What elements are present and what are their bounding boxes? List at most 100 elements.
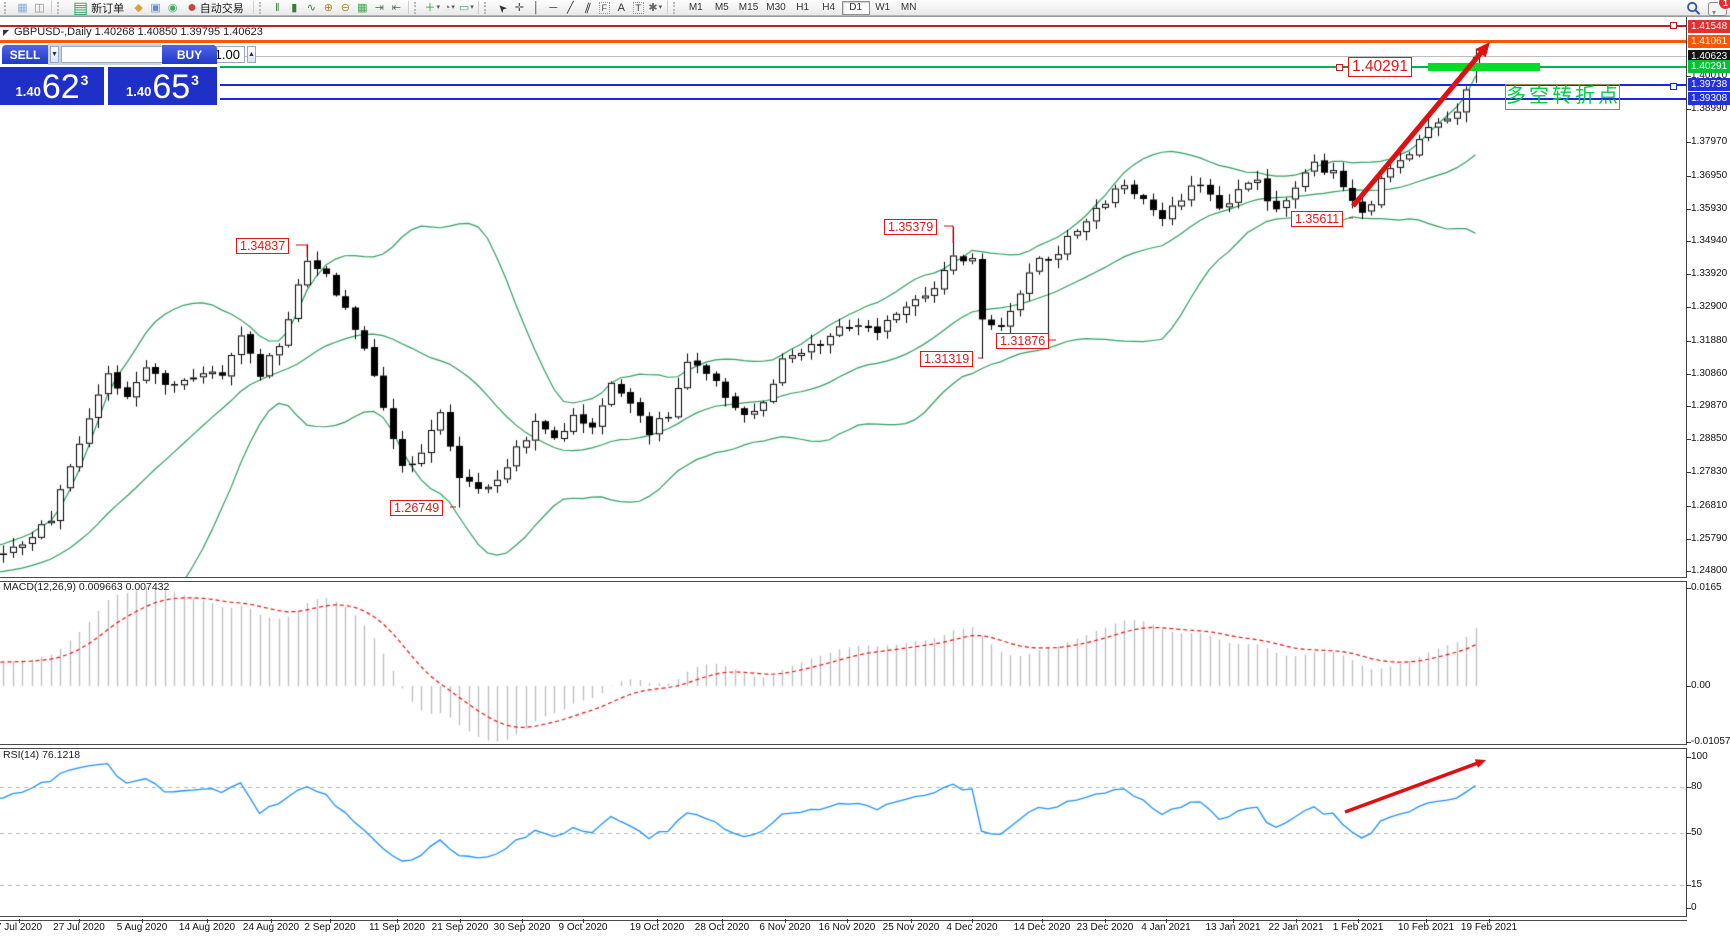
- timeframe-button-m30[interactable]: M30: [766, 2, 786, 13]
- candlestick-chart-icon-glyph: ▮: [291, 1, 298, 14]
- buy-price-display[interactable]: 1.40 65 3: [108, 67, 217, 105]
- volume-input[interactable]: [60, 46, 245, 63]
- channel-icon-glyph: ∥: [582, 0, 592, 15]
- hline-resistance-1.41548[interactable]: [0, 25, 1686, 27]
- autotrade-button-label: 自动交易: [199, 2, 244, 15]
- volume-stepper: ▼ ▲: [48, 44, 256, 65]
- crosshair-icon-glyph: ✛: [514, 1, 524, 14]
- crosshair-icon[interactable]: ✛: [511, 1, 528, 15]
- hline-support-1.39308[interactable]: [0, 97, 1686, 100]
- trendline-icon[interactable]: ╱: [562, 1, 579, 15]
- signals-icon[interactable]: ◉: [164, 1, 181, 15]
- price-callout-1.34837[interactable]: 1.34837: [236, 238, 290, 254]
- turning-point-annotation[interactable]: 多空转折点: [1505, 84, 1620, 110]
- chevron-down-icon[interactable]: ▾: [436, 3, 441, 11]
- hline-support-1.39738[interactable]: [0, 83, 1686, 86]
- periods-icon[interactable]: ◔ ▾: [441, 1, 458, 15]
- autotrade-button[interactable]: ● 自动交易: [181, 0, 250, 16]
- new-chart-icon[interactable]: ▦: [14, 1, 31, 15]
- sell-button[interactable]: SELL: [2, 45, 48, 64]
- date-tickmark: [1358, 919, 1359, 923]
- volume-increase-button[interactable]: ▲: [246, 46, 256, 63]
- tile-windows-icon[interactable]: ▦: [354, 1, 371, 15]
- selection-handle[interactable]: [1670, 83, 1677, 90]
- price-callout-1.35611[interactable]: 1.35611: [1291, 211, 1344, 227]
- price-tickmark: [1686, 274, 1691, 276]
- bid-line-1.40623[interactable]: [0, 55, 1686, 57]
- price-tickmark: [1686, 307, 1691, 309]
- price-tick-label: 1.38990: [1691, 103, 1728, 115]
- line-chart-icon[interactable]: ∿: [303, 1, 320, 15]
- selection-handle[interactable]: [1670, 22, 1677, 29]
- date-label: 9 Oct 2020: [558, 922, 608, 933]
- text-icon[interactable]: A: [613, 1, 630, 15]
- sell-price-display[interactable]: 1.40 62 3: [0, 67, 104, 105]
- panel-separator-rsi[interactable]: [0, 744, 1687, 749]
- timeframe-button-h1[interactable]: H1: [796, 2, 810, 13]
- timeframe-button-w1[interactable]: W1: [875, 2, 891, 13]
- toolbar-separator: [477, 1, 479, 14]
- highlighted-level-segment[interactable]: [1428, 62, 1540, 71]
- price-tick-label: 1.31880: [1691, 334, 1728, 346]
- shapes-icon[interactable]: ✱ ▾: [647, 1, 664, 15]
- label-icon[interactable]: T: [630, 1, 647, 15]
- macd-tickmark: [1686, 742, 1691, 743]
- bar-chart-icon[interactable]: ‖: [269, 1, 286, 15]
- chart-symbol-icon: ◤: [3, 28, 10, 37]
- toolbar-separator: [666, 1, 668, 14]
- market-watch-icon[interactable]: ◫: [31, 1, 48, 15]
- timeframe-button-d1[interactable]: D1: [841, 0, 870, 15]
- hline-level-1.40291[interactable]: [0, 65, 1686, 68]
- price-tickmark: [1686, 505, 1691, 507]
- search-icon[interactable]: [1686, 1, 1702, 16]
- date-tickmark: [207, 919, 208, 923]
- price-tickmark: [1686, 142, 1691, 144]
- buy-button[interactable]: BUY: [162, 45, 217, 64]
- zoom-out-icon[interactable]: ⊖: [337, 1, 354, 15]
- panel-separator-macd[interactable]: [0, 577, 1687, 582]
- zoom-in-icon[interactable]: ⊕: [320, 1, 337, 15]
- timeframe-button-m15[interactable]: M15: [738, 2, 759, 13]
- vline-icon[interactable]: │: [528, 1, 545, 15]
- date-label: 10 Feb 2021: [1397, 922, 1455, 933]
- toolbar-grip: [483, 1, 491, 14]
- timeframe-button-m1[interactable]: M1: [688, 2, 703, 13]
- autoscroll-icon[interactable]: ⇥: [371, 1, 388, 15]
- selection-handle[interactable]: [1336, 64, 1343, 71]
- price-callout-1.26749[interactable]: 1.26749: [390, 500, 444, 516]
- indicators-icon[interactable]: ＋ ▾: [424, 1, 441, 15]
- chart-shift-icon[interactable]: ⇤: [388, 1, 405, 15]
- timeframe-button-h4[interactable]: H4: [822, 2, 836, 13]
- price-callout-1.35379[interactable]: 1.35379: [884, 219, 938, 235]
- price-callout-1.31876[interactable]: 1.31876: [996, 333, 1050, 349]
- indicators-icon-glyph: ＋: [424, 1, 436, 14]
- candlestick-chart-icon[interactable]: ▮: [286, 1, 303, 15]
- macd-tick-label: 0.0165: [1691, 582, 1722, 593]
- new-order-button[interactable]: ▤ 新订单: [67, 0, 130, 17]
- terminal-icon[interactable]: ▣: [147, 1, 164, 15]
- cursor-icon[interactable]: ➤: [494, 0, 511, 15]
- hline-icon[interactable]: ─: [545, 1, 562, 15]
- terminal-icon-glyph: ▣: [150, 1, 161, 14]
- timeframe-button-m5[interactable]: M5: [714, 2, 729, 13]
- chevron-down-icon[interactable]: ▾: [470, 3, 474, 11]
- date-tickmark: [847, 919, 848, 923]
- date-tickmark: [1166, 919, 1167, 923]
- notifications-icon[interactable]: 1: [1708, 0, 1730, 16]
- price-callout-1.40291[interactable]: 1.40291: [1348, 57, 1413, 77]
- price-callout-1.31319[interactable]: 1.31319: [920, 351, 974, 367]
- price-axis-area[interactable]: [1687, 17, 1730, 919]
- zoom-in-icon-glyph: ⊕: [323, 1, 333, 14]
- channel-icon[interactable]: ∥: [579, 1, 596, 15]
- template-icon[interactable]: ▭ ▾: [458, 1, 475, 15]
- hline-resistance-1.41061[interactable]: [0, 40, 1686, 44]
- volume-decrease-button[interactable]: ▼: [50, 46, 59, 63]
- chevron-down-icon[interactable]: ▾: [658, 3, 663, 11]
- chevron-down-icon[interactable]: ▾: [451, 3, 455, 11]
- date-label: 4 Jan 2021: [1141, 922, 1191, 933]
- fibonacci-icon[interactable]: F: [596, 1, 613, 15]
- autotrade-icon: ●: [187, 0, 197, 16]
- timeframe-button-mn[interactable]: MN: [900, 2, 917, 13]
- profiles-icon[interactable]: ◆: [130, 1, 147, 15]
